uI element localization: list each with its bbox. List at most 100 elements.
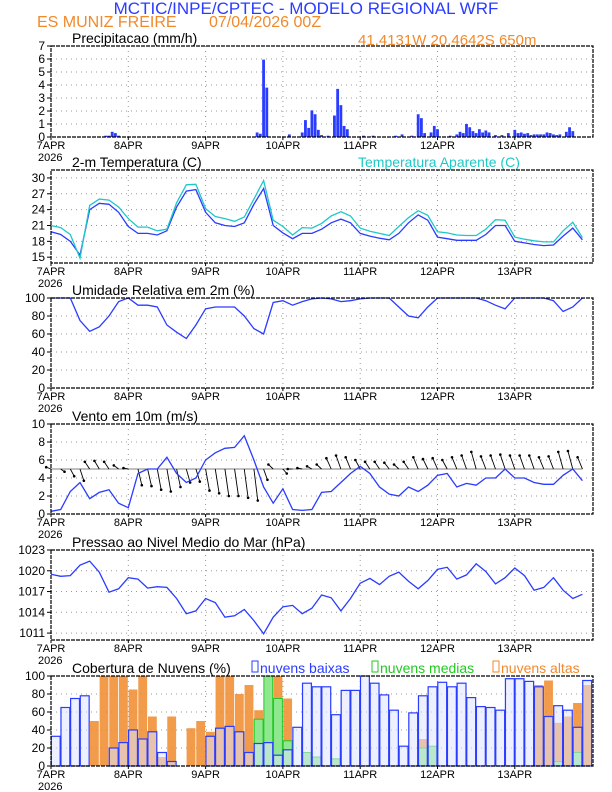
cloud-bar-nuvens-baixas [533, 686, 544, 767]
precip-bar [107, 135, 111, 137]
wind-vector [185, 468, 191, 483]
y-tick-label: 80 [32, 687, 46, 701]
wind-vector-head [63, 470, 66, 474]
cloud-bar-nuvens-baixas [359, 675, 370, 767]
wind-vector [519, 455, 525, 470]
precip-bar [484, 130, 488, 137]
wind-vector [147, 468, 152, 487]
wind-vector-head [489, 454, 492, 457]
precip-bar [400, 134, 404, 137]
wind-panel: Vento em 10m (m/s) 0 2 4 6 8 10 7APR 8APR 9APR 10A… [32, 408, 594, 541]
wind-vector [214, 468, 220, 494]
precip-bar [255, 132, 259, 137]
precip-bar [523, 133, 526, 137]
wind-vector-head [566, 449, 570, 453]
precip-bar [571, 131, 575, 137]
wind-vector [538, 457, 545, 470]
precip-bar [535, 134, 539, 137]
y-tick-label: 20 [32, 363, 46, 377]
x-tick-label: 11APR [343, 643, 377, 655]
wind-vector-head [179, 485, 182, 489]
precip-bar [320, 135, 323, 137]
precip-bar [500, 135, 504, 137]
wind-vector [253, 468, 259, 501]
precip-bar [455, 134, 459, 137]
x-tick-label: 10APR [265, 517, 300, 529]
precip-bar [519, 132, 523, 137]
precip-bar [432, 125, 436, 137]
precip-bar [558, 134, 562, 137]
precip-bar [394, 135, 398, 137]
cloud-bar-nuvens-baixas [128, 729, 139, 767]
x-tick-label: 9APR [191, 140, 220, 152]
wind-vector-head [285, 472, 289, 475]
legend-swatch [371, 660, 379, 673]
cloud-bar-nuvens-baixas [263, 741, 274, 767]
cloud-bar-nuvens-baixas [292, 726, 303, 767]
precip-bar [423, 133, 427, 137]
precip-bar [448, 135, 452, 137]
precip-bar [436, 129, 439, 137]
cloud-bar-nuvens-baixas [60, 706, 71, 767]
wind-vector-head [112, 464, 116, 467]
precip-bar [513, 129, 517, 137]
precip-bar [313, 114, 317, 137]
cloud-bar-nuvens-baixas [475, 705, 486, 767]
precip-bar [526, 133, 530, 137]
y-tick-label: 5 [38, 65, 45, 79]
cloud-bar-nuvens-baixas [524, 680, 535, 767]
legend-label: nuvens altas [501, 660, 580, 676]
precip-bar [506, 133, 510, 137]
wind-vector-head [363, 460, 367, 464]
cloud-bar-nuvens-baixas [311, 686, 322, 767]
y-tick-label: 60 [32, 705, 46, 719]
x-tick-label: 7APR [37, 517, 66, 529]
precip-bar [494, 135, 497, 137]
y-tick-label: 0 [38, 759, 45, 773]
x-tick-label: 10APR [265, 391, 300, 403]
panel-frame [50, 549, 594, 641]
wind-vector-head [441, 458, 444, 462]
x-tick-label: 8APR [114, 769, 143, 781]
cloud-bar-nuvens-baixas [446, 686, 457, 767]
wind-vector-head [383, 461, 386, 465]
year-label: 2026 [38, 403, 62, 415]
wind-vector-head [431, 456, 434, 460]
year-label: 2026 [38, 152, 62, 164]
wind-vector-head [102, 460, 106, 464]
x-tick-label: 10APR [265, 643, 300, 655]
station-name: ES MUNIZ FREIRE [37, 14, 177, 31]
cloud-bar-nuvens-baixas [301, 682, 312, 767]
wind-vector [234, 468, 239, 497]
wind-vector-head [305, 465, 309, 468]
x-tick-label: 7APR [37, 769, 66, 781]
wind-vector-head [412, 456, 415, 459]
precip-bar [458, 131, 462, 137]
cloud-bar-nuvens-baixas [562, 709, 573, 767]
cloud-bar-nuvens-altas [234, 694, 244, 766]
precip-bar [316, 129, 320, 137]
legend-label: nuvens baixas [260, 660, 350, 676]
wind-vector-head [82, 479, 86, 483]
x-tick-label: 12APR [420, 391, 455, 403]
wind-vector-head [354, 458, 357, 462]
precip-bar [300, 132, 304, 137]
wind-vector-head [150, 484, 153, 488]
wind-vector-head [227, 494, 231, 498]
precip-bar [258, 133, 262, 137]
x-tick-label: 13APR [497, 769, 532, 781]
wind-vector [499, 454, 506, 470]
cloud-bar-nuvens-baixas [543, 715, 554, 767]
cloud-bar-nuvens-altas [186, 728, 196, 766]
wind-vector-head [450, 456, 454, 459]
wind-vector-head [479, 455, 483, 458]
cloud-bar-nuvens-baixas [224, 725, 235, 767]
y-tick-label: 100 [25, 291, 45, 305]
precip-bar [542, 134, 546, 137]
wind-vector-head [373, 460, 376, 464]
panel-title: Cobertura de Nuvens (%) [72, 660, 231, 676]
wind-vector-head [140, 483, 144, 487]
x-tick-label: 11APR [343, 517, 377, 529]
year-label: 2026 [38, 529, 62, 541]
wind-vector-head [159, 488, 163, 492]
